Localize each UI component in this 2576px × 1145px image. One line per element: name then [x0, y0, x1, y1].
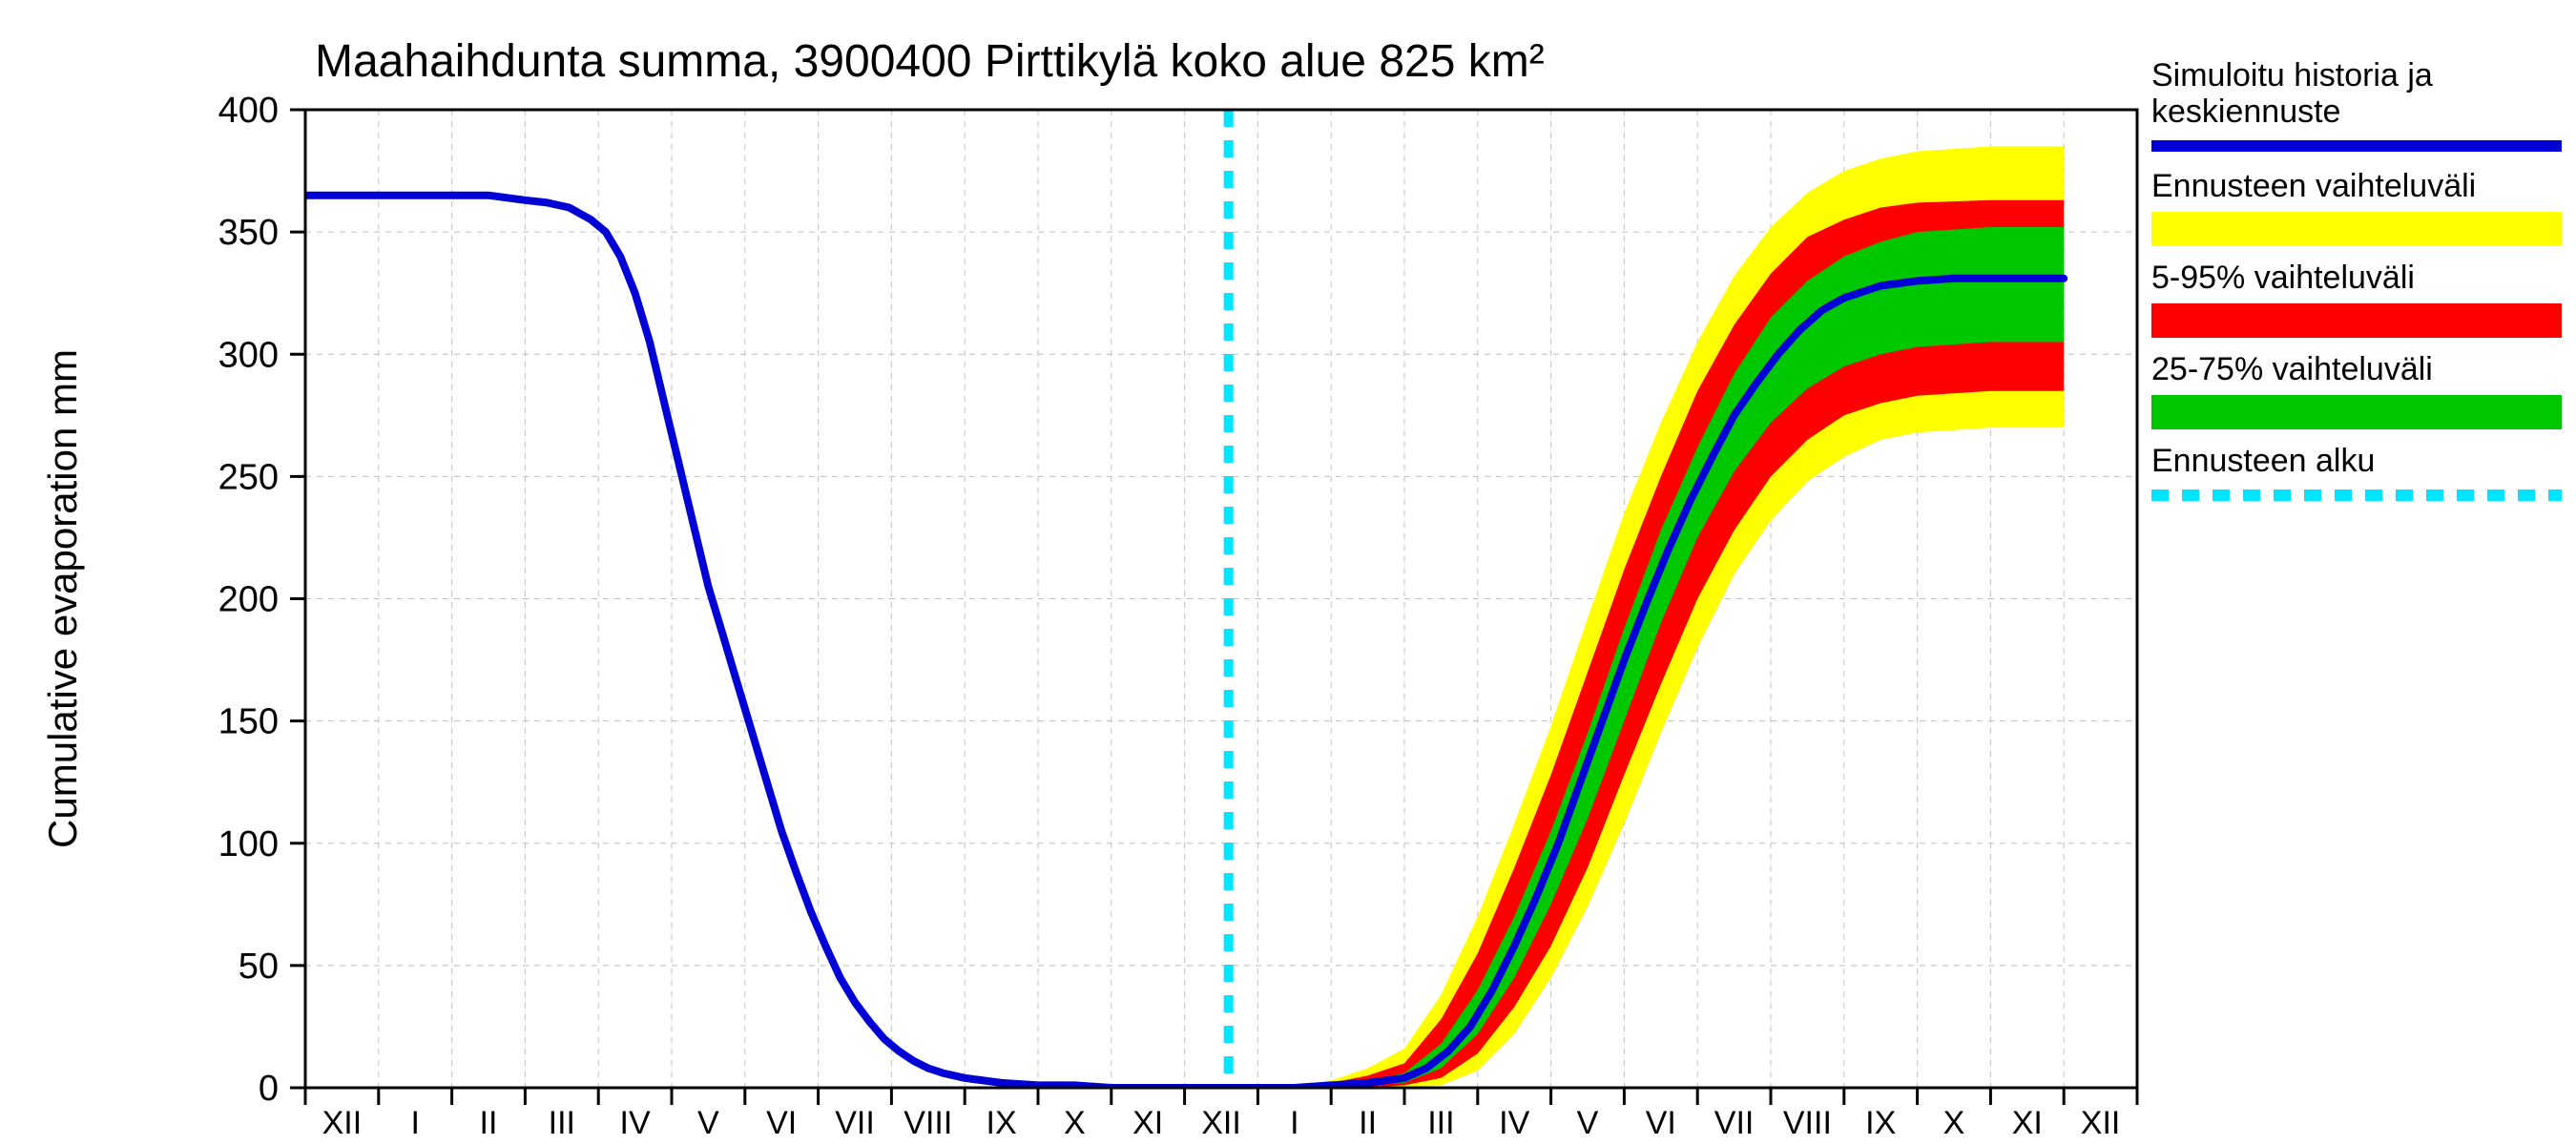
x-tick-label: I	[1290, 1105, 1298, 1141]
x-tick-label: XII	[1201, 1105, 1241, 1141]
legend-label: keskiennuste	[2151, 94, 2340, 130]
chart-container: 050100150200250300350400XIIIIIIIIIVVVIVI…	[0, 0, 2576, 1145]
y-tick-label: 100	[218, 824, 279, 864]
y-tick-label: 150	[218, 702, 279, 742]
legend-label: Ennusteen alku	[2151, 443, 2375, 479]
y-axis-label: Cumulative evaporation mm	[40, 349, 85, 848]
x-tick-label: IX	[1865, 1105, 1896, 1141]
x-tick-label: XI	[1132, 1105, 1163, 1141]
legend-label: Simuloitu historia ja	[2151, 57, 2433, 94]
y-tick-label: 350	[218, 213, 279, 253]
x-tick-label: III	[549, 1105, 575, 1141]
history-line	[305, 196, 1229, 1088]
y-tick-label: 200	[218, 580, 279, 620]
legend-swatch-icon	[2151, 212, 2562, 246]
legend-label: 25-75% vaihteluväli	[2151, 351, 2433, 387]
legend-label: Ennusteen vaihteluväli	[2151, 168, 2476, 204]
x-tick-label: IV	[1499, 1105, 1529, 1141]
x-tick-label: VII	[835, 1105, 875, 1141]
y-tick-label: 250	[218, 457, 279, 497]
legend-label: 5-95% vaihteluväli	[2151, 260, 2415, 296]
x-tick-label: X	[1943, 1105, 1965, 1141]
forecast-bands	[1229, 146, 2065, 1088]
x-tick-label: VI	[766, 1105, 797, 1141]
x-tick-label: VI	[1646, 1105, 1676, 1141]
x-tick-label: V	[697, 1105, 719, 1141]
x-tick-label: XII	[322, 1105, 363, 1141]
x-tick-label: II	[1359, 1105, 1377, 1141]
y-tick-label: 0	[259, 1069, 279, 1109]
legend-swatch-icon	[2151, 395, 2562, 429]
y-tick-label: 50	[239, 947, 279, 987]
x-tick-label: VIII	[1783, 1105, 1832, 1141]
x-tick-label: X	[1064, 1105, 1086, 1141]
chart-title: Maahaihdunta summa, 3900400 Pirttikylä k…	[315, 36, 1545, 87]
chart-svg: 050100150200250300350400XIIIIIIIIIVVVIVI…	[0, 0, 2576, 1145]
x-tick-label: II	[480, 1105, 498, 1141]
x-tick-label: XI	[2012, 1105, 2043, 1141]
x-tick-label: VII	[1714, 1105, 1755, 1141]
x-tick-label: V	[1577, 1105, 1599, 1141]
legend-swatch-icon	[2151, 303, 2562, 338]
x-tick-label: I	[410, 1105, 419, 1141]
x-tick-label: III	[1427, 1105, 1454, 1141]
y-tick-label: 300	[218, 335, 279, 375]
x-tick-label: IX	[987, 1105, 1017, 1141]
x-tick-label: IV	[620, 1105, 651, 1141]
x-tick-label: VIII	[904, 1105, 952, 1141]
x-tick-label: XII	[2081, 1105, 2121, 1141]
y-tick-label: 400	[218, 91, 279, 131]
